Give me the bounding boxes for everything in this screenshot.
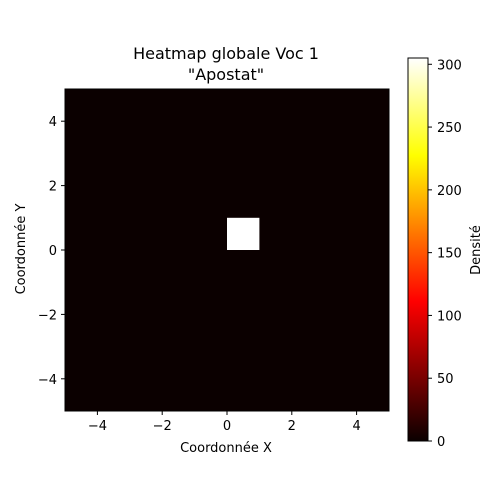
colorbar-tick-label: 0 bbox=[437, 435, 445, 450]
y-axis-label: Coordonnée Y bbox=[14, 204, 29, 295]
y-tick-label: −4 bbox=[38, 373, 57, 388]
x-tick-label: 4 bbox=[352, 419, 360, 434]
x-tick-label: −4 bbox=[88, 419, 107, 434]
colorbar-label: Densité bbox=[469, 225, 484, 275]
chart-title: Heatmap globale Voc 1 bbox=[133, 44, 319, 63]
colorbar-tick-label: 200 bbox=[437, 184, 462, 199]
colorbar-tick-label: 100 bbox=[437, 309, 462, 324]
chart-subtitle: "Apostat" bbox=[188, 65, 264, 84]
y-tick-label: 0 bbox=[49, 244, 57, 259]
plot-area: −4 −2 0 2 4 −4 −2 0 2 4 bbox=[38, 88, 390, 434]
colorbar-tick-label: 150 bbox=[437, 247, 462, 262]
y-tick-label: −2 bbox=[38, 308, 57, 323]
colorbar-tick-label: 250 bbox=[437, 121, 462, 136]
x-tick-label: −2 bbox=[153, 419, 172, 434]
y-tick-label: 2 bbox=[49, 180, 57, 195]
colorbar-frame bbox=[407, 57, 429, 442]
colorbar-gradient bbox=[408, 58, 428, 441]
colorbar-tick-label: 50 bbox=[437, 372, 454, 387]
y-tick-label: 4 bbox=[49, 115, 57, 130]
x-tick-label: 2 bbox=[288, 419, 296, 434]
x-tick-label: 0 bbox=[223, 419, 231, 434]
x-axis-label: Coordonnée X bbox=[180, 441, 272, 456]
colorbar-tick-label: 300 bbox=[437, 58, 462, 73]
heatmap-cell-0 bbox=[227, 217, 260, 250]
colorbar: 0 50 100 150 200 250 300 bbox=[407, 57, 462, 450]
